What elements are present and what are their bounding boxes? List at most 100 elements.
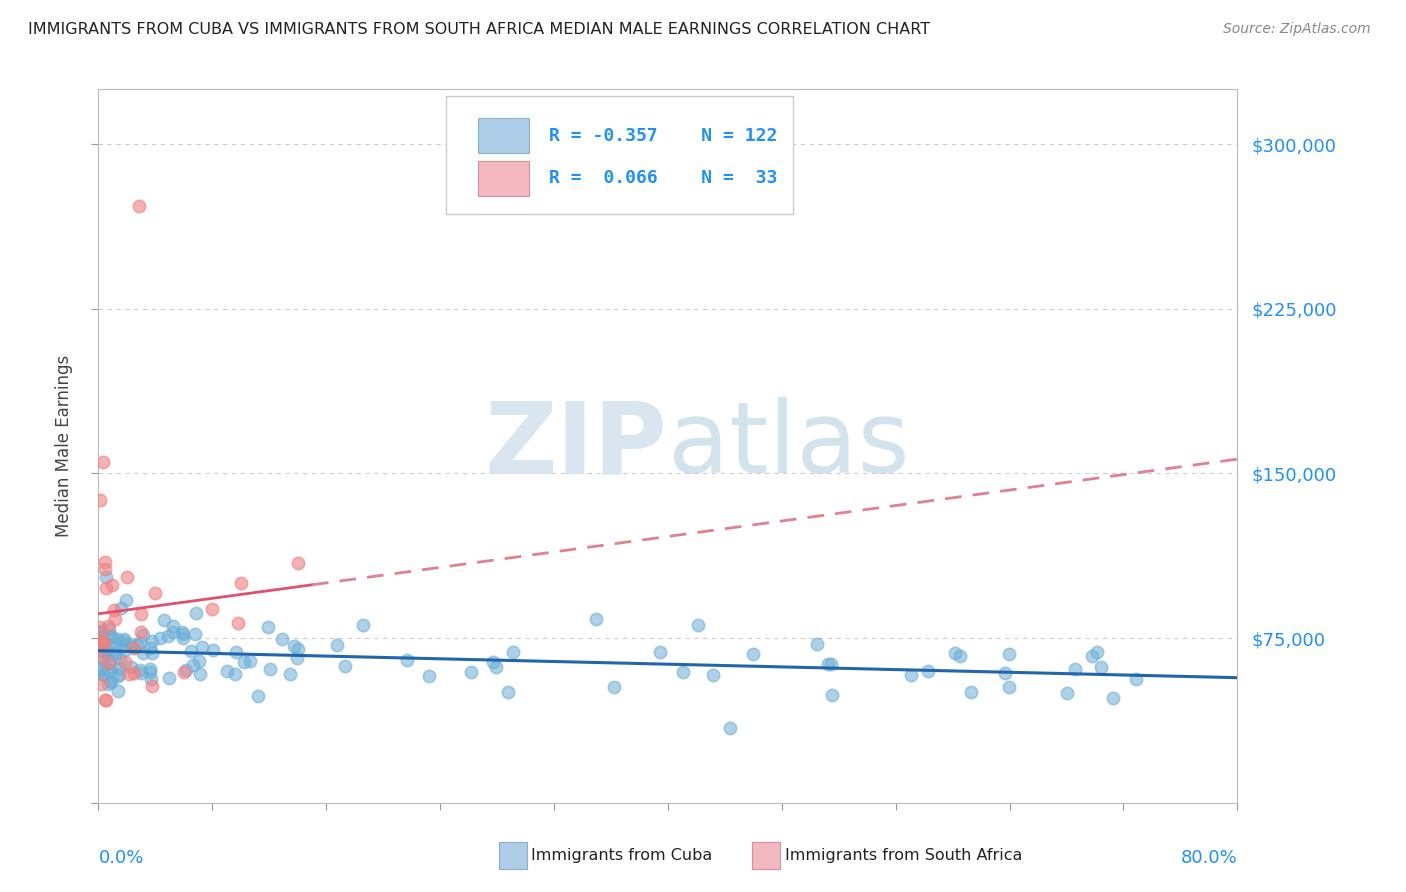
Point bbox=[702, 668, 724, 682]
Point bbox=[108, 661, 131, 675]
Point bbox=[157, 629, 180, 643]
Point bbox=[215, 664, 238, 678]
Point bbox=[672, 665, 695, 680]
Point bbox=[184, 606, 207, 620]
Text: 80.0%: 80.0% bbox=[1181, 849, 1237, 867]
FancyBboxPatch shape bbox=[478, 161, 529, 196]
Point bbox=[162, 619, 184, 633]
Point bbox=[172, 632, 194, 646]
Text: R =  0.066    N =  33: R = 0.066 N = 33 bbox=[550, 169, 778, 187]
Point bbox=[187, 654, 209, 668]
Point bbox=[91, 651, 114, 665]
Point bbox=[132, 628, 155, 642]
Point bbox=[110, 601, 132, 615]
Text: R = -0.357    N = 122: R = -0.357 N = 122 bbox=[550, 127, 778, 145]
Point bbox=[105, 632, 128, 646]
Point bbox=[89, 492, 111, 507]
Point bbox=[97, 648, 120, 662]
Point bbox=[139, 672, 162, 686]
Point bbox=[89, 630, 111, 644]
Point bbox=[225, 645, 247, 659]
Point bbox=[1064, 662, 1087, 676]
Point bbox=[900, 668, 922, 682]
Point bbox=[585, 612, 607, 626]
Point bbox=[232, 656, 254, 670]
Point bbox=[132, 646, 155, 660]
Point bbox=[118, 666, 141, 681]
Point bbox=[98, 622, 121, 636]
Point bbox=[191, 640, 214, 654]
Point bbox=[94, 642, 117, 657]
Point bbox=[157, 671, 180, 685]
Point bbox=[129, 624, 152, 639]
Point bbox=[1080, 648, 1102, 663]
Point bbox=[89, 625, 111, 640]
Point bbox=[94, 692, 117, 706]
Text: 0.0%: 0.0% bbox=[98, 849, 143, 867]
Point bbox=[98, 656, 121, 670]
Point bbox=[97, 676, 120, 690]
Point bbox=[107, 683, 129, 698]
Point bbox=[173, 665, 195, 680]
Point bbox=[129, 607, 152, 622]
Point bbox=[201, 602, 224, 616]
Point bbox=[239, 654, 262, 668]
Point bbox=[287, 641, 309, 656]
Point bbox=[91, 455, 114, 469]
Point bbox=[107, 669, 129, 683]
FancyBboxPatch shape bbox=[478, 118, 529, 153]
Text: Immigrants from Cuba: Immigrants from Cuba bbox=[531, 848, 713, 863]
Point bbox=[153, 613, 176, 627]
Point bbox=[256, 620, 278, 634]
Point bbox=[149, 631, 172, 645]
Point bbox=[96, 693, 118, 707]
Point bbox=[287, 556, 309, 570]
Point bbox=[104, 647, 127, 661]
Point bbox=[91, 632, 114, 647]
Point bbox=[90, 660, 112, 674]
Point bbox=[820, 657, 842, 671]
Point bbox=[718, 721, 741, 735]
Point bbox=[141, 646, 163, 660]
Point bbox=[97, 657, 120, 671]
Point bbox=[89, 648, 111, 662]
Point bbox=[285, 650, 308, 665]
Point bbox=[172, 624, 194, 639]
Point bbox=[138, 665, 160, 679]
Point bbox=[96, 661, 118, 675]
Point bbox=[89, 620, 111, 634]
Point bbox=[1056, 685, 1078, 699]
Point bbox=[949, 648, 972, 663]
Point bbox=[353, 618, 375, 632]
Point bbox=[943, 646, 966, 660]
Point bbox=[94, 570, 117, 584]
Point bbox=[418, 668, 440, 682]
Point bbox=[485, 660, 508, 674]
Point bbox=[335, 659, 357, 673]
Point bbox=[959, 685, 981, 699]
Point bbox=[172, 627, 194, 641]
Point bbox=[93, 668, 115, 682]
Point bbox=[1085, 645, 1108, 659]
Point bbox=[114, 643, 136, 657]
Point bbox=[120, 637, 142, 651]
Point bbox=[108, 667, 131, 681]
Point bbox=[90, 643, 112, 657]
Point bbox=[270, 632, 292, 647]
Point bbox=[122, 665, 145, 680]
Point bbox=[128, 198, 150, 212]
Point bbox=[688, 618, 710, 632]
Point bbox=[283, 640, 305, 654]
Point bbox=[326, 638, 349, 652]
Point bbox=[129, 665, 152, 680]
Point bbox=[188, 667, 211, 681]
Point bbox=[181, 657, 204, 672]
Point bbox=[91, 634, 114, 648]
Point bbox=[128, 636, 150, 650]
Point bbox=[145, 586, 167, 600]
Point bbox=[96, 643, 118, 657]
Text: IMMIGRANTS FROM CUBA VS IMMIGRANTS FROM SOUTH AFRICA MEDIAN MALE EARNINGS CORREL: IMMIGRANTS FROM CUBA VS IMMIGRANTS FROM … bbox=[28, 22, 931, 37]
Text: Immigrants from South Africa: Immigrants from South Africa bbox=[785, 848, 1022, 863]
Point bbox=[174, 663, 197, 677]
Point bbox=[183, 626, 205, 640]
